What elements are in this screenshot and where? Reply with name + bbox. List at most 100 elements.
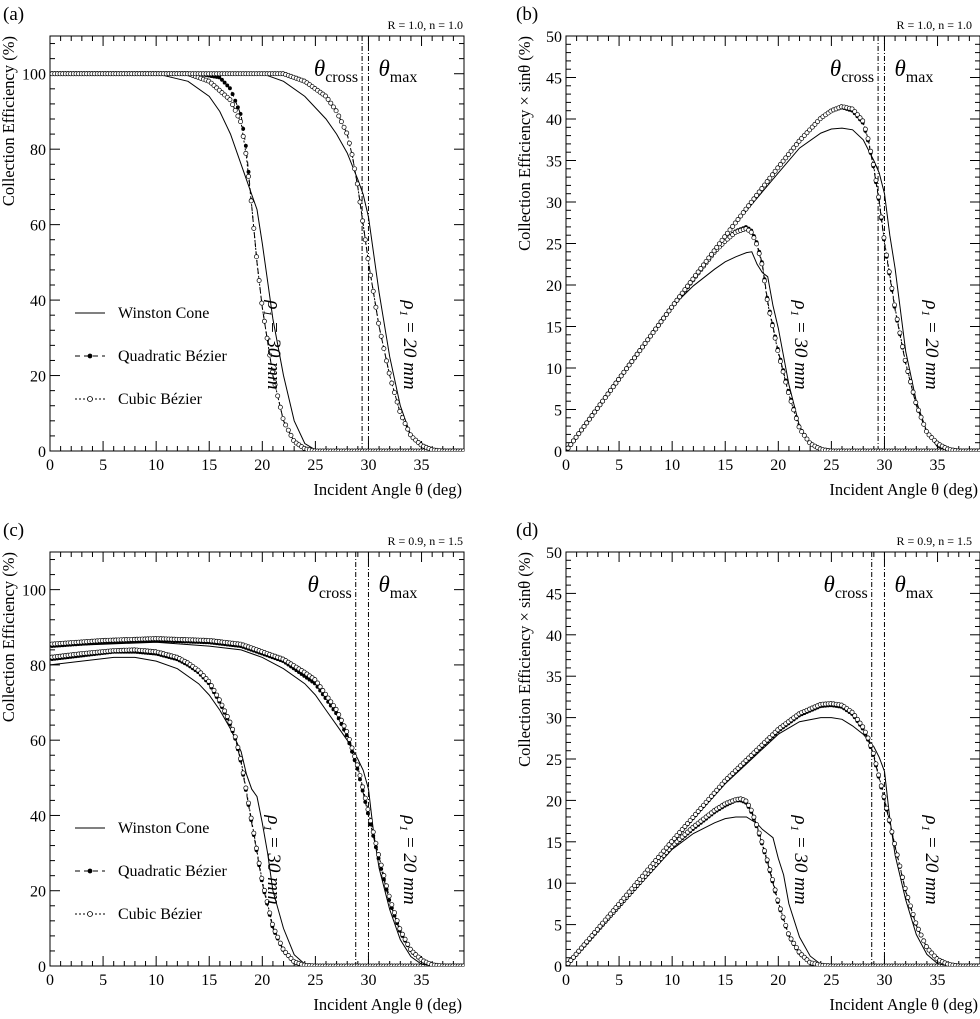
y-tick-label: 0 [554, 959, 562, 976]
series-point [716, 241, 722, 247]
x-tick-label: 35 [930, 972, 946, 989]
series-point [227, 719, 233, 725]
series-point [594, 405, 600, 411]
series-point [722, 234, 728, 240]
series-point [272, 928, 278, 934]
series-point [868, 742, 874, 748]
series-point [243, 785, 249, 791]
x-tick-label: 30 [876, 972, 892, 989]
series-point [714, 787, 720, 793]
series-point [679, 827, 685, 832]
series-point [695, 269, 701, 275]
series-point [365, 806, 371, 812]
series-point [862, 126, 868, 132]
series-point [357, 199, 363, 205]
series-point [386, 370, 392, 376]
series-point [647, 864, 653, 870]
series-point [671, 836, 677, 842]
y-axis-label: Collection Efficiency × sinθ (%) [515, 552, 534, 767]
series-point [756, 189, 762, 195]
y-tick-label: 45 [546, 71, 562, 88]
series-point [370, 288, 376, 294]
legend-marker [87, 911, 93, 917]
panel-label: (c) [3, 520, 24, 541]
series-line [50, 649, 464, 966]
series-point [251, 225, 257, 231]
series-point [277, 404, 283, 410]
series-point [703, 258, 709, 264]
series-point [923, 428, 929, 434]
series-point [915, 926, 921, 932]
series-point [389, 380, 395, 386]
series-point [341, 124, 347, 130]
series-point [682, 287, 688, 293]
series-line [50, 639, 464, 966]
series-point [677, 294, 683, 300]
series-point [706, 255, 712, 261]
series-point [775, 348, 781, 354]
y-tick-label: 15 [546, 320, 562, 337]
series-point [639, 873, 645, 879]
series-point [217, 75, 222, 80]
panel-label: (a) [3, 4, 24, 25]
series-point [365, 256, 371, 262]
series-point [283, 422, 289, 428]
series-point [724, 230, 730, 236]
x-tick-label: 25 [823, 457, 839, 474]
series-point [256, 860, 262, 866]
series-point [762, 848, 767, 854]
series-point [626, 362, 632, 368]
theta-cross-label: θcross [824, 572, 868, 602]
series-point [759, 261, 765, 267]
series-point [251, 830, 257, 836]
x-tick-label: 0 [562, 972, 570, 989]
series-line [566, 816, 980, 966]
rho-label: ρ₁ = 20 mm [399, 814, 420, 904]
series-point [860, 118, 866, 124]
y-tick-label: 35 [546, 154, 562, 171]
rho-label: ρ₁ = 20 mm [399, 299, 420, 389]
theta-cross-label: θcross [830, 56, 874, 86]
series-point [349, 745, 355, 751]
series-point [354, 181, 360, 187]
y-tick-label: 50 [546, 545, 562, 562]
rho-label: ρ₁ = 30 mm [790, 299, 811, 389]
series-point [368, 818, 374, 824]
series-point [791, 145, 797, 151]
series-point [862, 729, 868, 735]
series-point [325, 695, 331, 701]
series-point [288, 432, 294, 438]
series-point [908, 379, 913, 385]
series-point [581, 942, 587, 948]
series-point [881, 794, 887, 800]
x-tick-label: 5 [615, 972, 623, 989]
series-point [233, 98, 238, 103]
series-point [756, 830, 762, 836]
series-point [254, 845, 259, 851]
series-point [711, 790, 717, 796]
series-point [849, 709, 855, 715]
plot-frame [49, 35, 465, 452]
y-tick-label: 15 [546, 835, 562, 852]
y-tick-label: 40 [546, 628, 562, 645]
series-point [701, 262, 706, 268]
series-point [576, 431, 582, 437]
series-point [698, 266, 704, 271]
series-point [637, 348, 643, 354]
series-point [711, 248, 717, 254]
series-point [740, 210, 746, 216]
series-point [754, 822, 759, 828]
series-point [884, 252, 890, 258]
series-point [743, 206, 749, 212]
series-point [389, 902, 395, 908]
series-point [727, 227, 733, 233]
series-point [346, 140, 352, 146]
series-point [621, 369, 627, 375]
series-point [235, 744, 241, 750]
series-point [341, 723, 347, 729]
series-point [788, 148, 794, 154]
y-tick-label: 5 [554, 403, 562, 420]
series-point [610, 908, 616, 914]
x-axis-label: Incident Angle θ (deg) [829, 995, 978, 1014]
y-axis-label: Collection Efficiency (%) [0, 36, 18, 206]
